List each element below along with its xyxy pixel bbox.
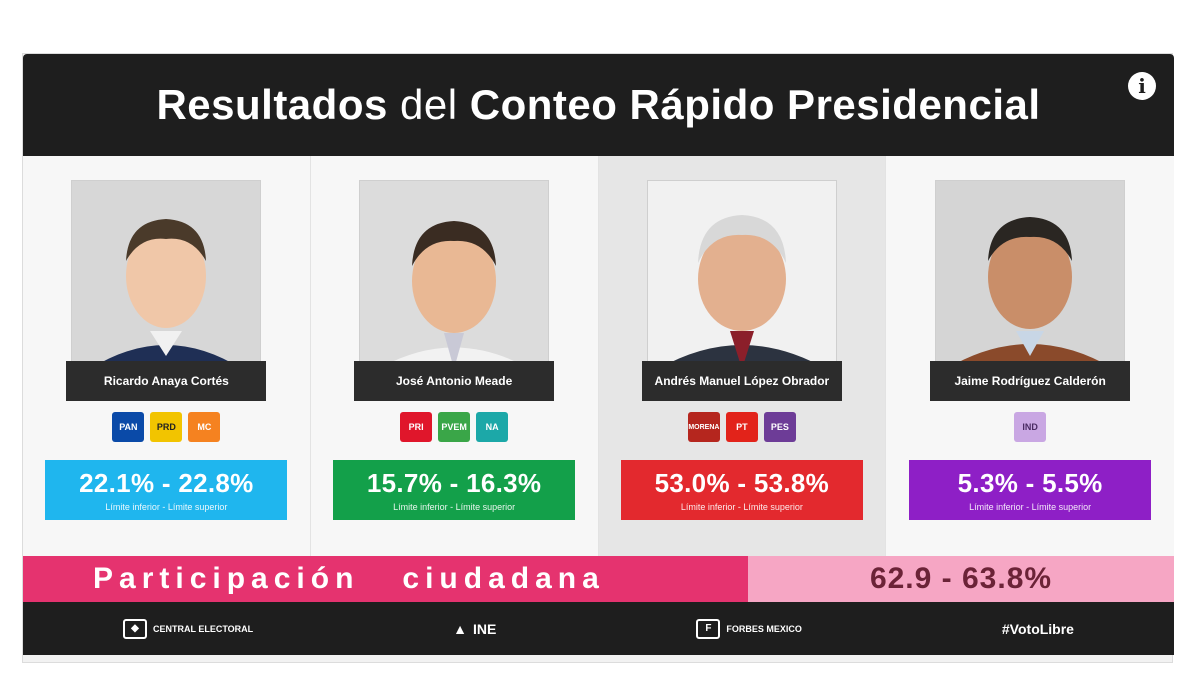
party-logo: MC: [188, 412, 221, 442]
party-logos: PAN PRD MC: [23, 412, 310, 442]
forbes-logo-icon: F: [696, 618, 721, 639]
central-electoral-icon: ◆: [123, 618, 147, 639]
party-logo: PRI: [400, 412, 433, 442]
candidate-photo: [359, 180, 550, 370]
person-portrait-icon: [360, 181, 549, 369]
result-range-box: 22.1% - 22.8% Límite inferior - Límite s…: [45, 460, 288, 520]
person-portrait-icon: [936, 181, 1125, 369]
range-limits-label: Límite inferior - Límite superior: [680, 502, 803, 512]
party-logo: NA: [476, 412, 509, 442]
result-range-box: 53.0% - 53.8% Límite inferior - Límite s…: [620, 460, 863, 520]
result-range: 53.0% - 53.8%: [654, 468, 830, 498]
range-limits-label: Límite inferior - Límite superior: [969, 502, 1092, 512]
party-logo: IND: [1014, 412, 1047, 442]
candidate-photo: [71, 180, 262, 370]
person-portrait-icon: [72, 181, 261, 369]
info-icon[interactable]: i: [1128, 72, 1156, 100]
candidate-name: Jaime Rodríguez Calderón: [930, 361, 1131, 401]
candidate-card: Andrés Manuel López Obrador MORENA PT PE…: [598, 156, 887, 556]
candidate-card: Ricardo Anaya Cortés PAN PRD MC 22.1% - …: [23, 156, 311, 556]
party-logo: PVEM: [438, 412, 471, 442]
participation-label: Participación ciudadana: [23, 556, 748, 602]
footer-bar: ◆ CENTRAL ELECTORAL ▲ INE F FORBES MEXIC…: [23, 602, 1174, 655]
participation-value: 62.9 - 63.8%: [748, 556, 1174, 602]
page-title: Resultados del Conteo Rápido Presidencia…: [156, 81, 1041, 128]
party-logo: PAN: [112, 412, 145, 442]
result-range: 22.1% - 22.8%: [79, 468, 254, 498]
party-logo: MORENA: [687, 412, 720, 442]
participation-bar: Participación ciudadana 62.9 - 63.8%: [23, 556, 1174, 602]
result-range-box: 15.7% - 16.3% Límite inferior - Límite s…: [333, 460, 576, 520]
candidate-card: José Antonio Meade PRI PVEM NA 15.7% - 1…: [310, 156, 599, 556]
footer-forbes: F FORBES MEXICO: [696, 618, 802, 639]
party-logos: IND: [886, 412, 1174, 442]
party-logo: PT: [725, 412, 758, 442]
results-card: Resultados del Conteo Rápido Presidencia…: [22, 53, 1174, 663]
result-range: 5.3% - 5.5%: [957, 468, 1103, 498]
party-logos: PRI PVEM NA: [311, 412, 598, 442]
footer-hashtag: #VotoLibre: [1001, 620, 1074, 637]
party-logo: PRD: [150, 412, 183, 442]
candidate-photo: [646, 180, 837, 370]
candidate-photo: [935, 180, 1126, 370]
candidate-name: Andrés Manuel López Obrador: [641, 361, 842, 401]
header-bar: Resultados del Conteo Rápido Presidencia…: [23, 54, 1174, 156]
person-portrait-icon: [647, 181, 836, 369]
party-logos: MORENA PT PES: [599, 412, 886, 442]
footer-central-electoral: ◆ CENTRAL ELECTORAL: [123, 618, 253, 639]
result-range: 15.7% - 16.3%: [366, 468, 542, 498]
candidate-card: Jaime Rodríguez Calderón IND 5.3% - 5.5%…: [886, 156, 1174, 556]
ine-logo-icon: ▲: [453, 620, 468, 637]
party-logo: PES: [763, 412, 796, 442]
range-limits-label: Límite inferior - Límite superior: [105, 502, 228, 512]
candidate-name: Ricardo Anaya Cortés: [66, 361, 267, 401]
footer-ine: ▲ INE: [453, 620, 497, 637]
range-limits-label: Límite inferior - Límite superior: [393, 502, 516, 512]
candidates-panel: Ricardo Anaya Cortés PAN PRD MC 22.1% - …: [23, 156, 1174, 556]
result-range-box: 5.3% - 5.5% Límite inferior - Límite sup…: [909, 460, 1152, 520]
candidate-name: José Antonio Meade: [354, 361, 555, 401]
